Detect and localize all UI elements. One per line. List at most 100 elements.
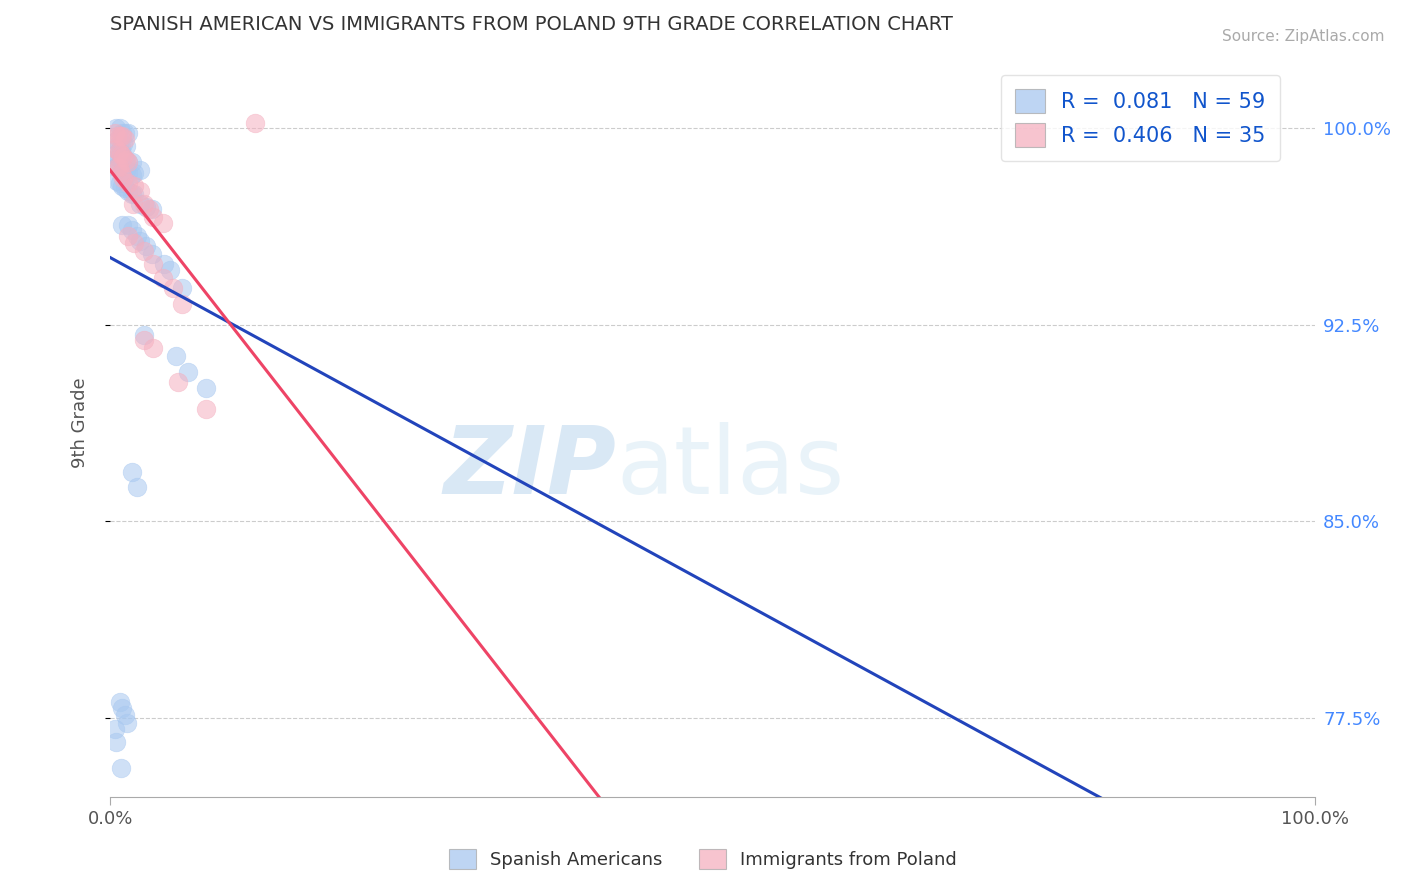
Point	[129, 184, 152, 198]
Point	[111, 128, 134, 143]
Point	[115, 716, 138, 731]
Point	[112, 170, 135, 185]
Point	[121, 223, 143, 237]
Point	[172, 281, 194, 295]
Point	[135, 200, 157, 214]
Point	[125, 480, 148, 494]
Point	[105, 734, 128, 748]
Point	[107, 145, 129, 159]
Point	[152, 215, 174, 229]
Point	[107, 161, 129, 175]
Point	[107, 136, 129, 151]
Point	[114, 126, 136, 140]
Point	[105, 121, 128, 136]
Point	[111, 178, 134, 193]
Point	[117, 228, 139, 243]
Text: SPANISH AMERICAN VS IMMIGRANTS FROM POLAND 9TH GRADE CORRELATION CHART: SPANISH AMERICAN VS IMMIGRANTS FROM POLA…	[110, 15, 953, 34]
Point	[114, 181, 136, 195]
Point	[122, 166, 145, 180]
Point	[105, 150, 128, 164]
Point	[122, 178, 145, 193]
Point	[122, 236, 145, 251]
Point	[112, 161, 135, 175]
Point	[108, 147, 131, 161]
Point	[117, 218, 139, 232]
Point	[104, 722, 127, 736]
Point	[135, 239, 157, 253]
Point	[114, 131, 136, 145]
Point	[108, 128, 131, 143]
Point	[117, 184, 139, 198]
Point	[111, 126, 134, 140]
Point	[138, 202, 160, 217]
Point	[132, 244, 155, 259]
Point	[117, 155, 139, 169]
Point	[105, 142, 128, 156]
Point	[110, 147, 132, 161]
Point	[122, 186, 145, 201]
Point	[110, 161, 132, 175]
Point	[105, 128, 128, 143]
Legend: R =  0.081   N = 59, R =  0.406   N = 35: R = 0.081 N = 59, R = 0.406 N = 35	[1001, 75, 1279, 161]
Point	[165, 349, 187, 363]
Point	[105, 134, 128, 148]
Point	[111, 218, 134, 232]
Point	[122, 197, 145, 211]
Point	[117, 155, 139, 169]
Point	[121, 465, 143, 479]
Point	[195, 401, 218, 416]
Point	[114, 163, 136, 178]
Point	[114, 153, 136, 167]
Point	[108, 121, 131, 136]
Point	[162, 281, 184, 295]
Text: ZIP: ZIP	[443, 422, 616, 514]
Point	[105, 173, 128, 187]
Point	[108, 695, 131, 709]
Point	[112, 136, 135, 151]
Y-axis label: 9th Grade: 9th Grade	[72, 378, 89, 468]
Legend: Spanish Americans, Immigrants from Poland: Spanish Americans, Immigrants from Polan…	[440, 839, 966, 879]
Point	[152, 270, 174, 285]
Point	[107, 158, 129, 172]
Point	[142, 342, 165, 356]
Point	[129, 234, 152, 248]
Point	[132, 197, 155, 211]
Point	[105, 147, 128, 161]
Point	[105, 161, 128, 175]
Point	[117, 166, 139, 180]
Point	[166, 376, 188, 390]
Point	[108, 176, 131, 190]
Point	[117, 126, 139, 140]
Point	[112, 150, 135, 164]
Point	[129, 197, 152, 211]
Point	[172, 297, 194, 311]
Point	[125, 228, 148, 243]
Point	[114, 153, 136, 167]
Point	[111, 700, 134, 714]
Point	[159, 262, 181, 277]
Point	[153, 257, 176, 271]
Point	[142, 257, 165, 271]
Point	[243, 116, 266, 130]
Point	[177, 365, 200, 379]
Point	[121, 155, 143, 169]
Point	[111, 147, 134, 161]
Point	[132, 328, 155, 343]
Point	[114, 708, 136, 723]
Text: atlas: atlas	[616, 422, 844, 514]
Point	[117, 176, 139, 190]
Point	[141, 247, 163, 261]
Point	[142, 211, 165, 225]
Point	[129, 163, 152, 178]
Point	[110, 761, 132, 775]
Point	[110, 166, 132, 180]
Point	[121, 186, 143, 201]
Point	[104, 126, 127, 140]
Point	[121, 169, 143, 183]
Point	[195, 381, 218, 395]
Point	[114, 139, 136, 153]
Point	[141, 202, 163, 217]
Point	[110, 139, 132, 153]
Point	[105, 161, 128, 175]
Point	[132, 334, 155, 348]
